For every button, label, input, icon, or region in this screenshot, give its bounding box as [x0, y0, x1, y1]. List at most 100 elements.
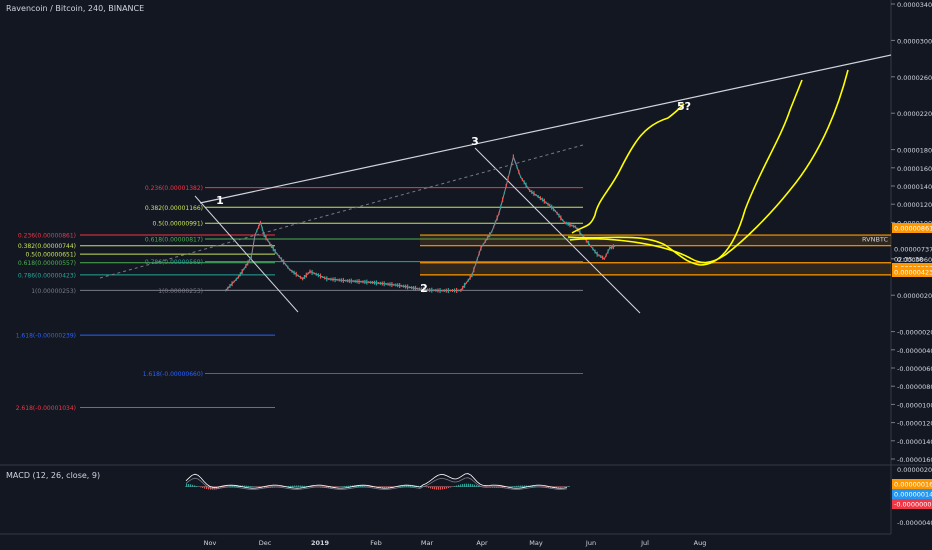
- candle: [579, 229, 581, 235]
- macd-histogram-bar: [302, 485, 304, 487]
- candle: [346, 279, 349, 283]
- projection-paths[interactable]: [567, 69, 849, 266]
- candle: [307, 272, 309, 275]
- macd-histogram-bar: [242, 485, 244, 487]
- macd-histogram-bar: [194, 485, 196, 487]
- macd-histogram-bar: [214, 486, 216, 490]
- candle: [439, 288, 441, 294]
- candle: [431, 287, 433, 293]
- candle: [231, 281, 233, 287]
- macd-histogram-bar: [476, 485, 478, 487]
- candle: [377, 282, 380, 285]
- macd-histogram-bar: [204, 486, 206, 489]
- fib-retracement-right[interactable]: 0.236(0.00001382) 0.382(0.00001166) 0.5(0.…: [143, 185, 583, 378]
- time-axis[interactable]: Nov Dec 2019 Feb Mar Apr May Jun Jul Aug: [204, 539, 707, 547]
- macd-histogram-bar: [206, 486, 208, 490]
- macd-histogram-bar: [402, 485, 404, 487]
- macd-histogram-bar: [382, 486, 384, 488]
- candle: [254, 234, 256, 237]
- trend-lines[interactable]: [99, 54, 892, 314]
- macd-histogram-bar: [372, 486, 374, 488]
- candle: [463, 282, 466, 288]
- candle: [410, 286, 413, 290]
- candle: [565, 221, 567, 225]
- macd-histogram-bar: [502, 486, 504, 488]
- support-zones[interactable]: [420, 234, 891, 276]
- fib-level-label: 1.618(-0.00000660): [143, 371, 203, 378]
- candle: [303, 275, 306, 279]
- wave-label: 3: [471, 135, 479, 148]
- downtrend-line-1: [194, 195, 299, 313]
- candle: [447, 288, 449, 294]
- symbol-title: Ravencoin / Bitcoin, 240, BINANCE: [6, 4, 145, 13]
- candle: [414, 285, 417, 291]
- fib-level-label: 2.618(-0.00001034): [16, 405, 76, 412]
- candle: [322, 276, 324, 278]
- macd-histogram-bar: [514, 486, 516, 487]
- candle: [391, 282, 393, 288]
- candle: [241, 269, 243, 275]
- macd-histogram-bar: [468, 483, 470, 487]
- candle: [247, 260, 249, 266]
- candle: [263, 233, 265, 238]
- candle: [280, 257, 283, 262]
- candle: [486, 236, 489, 241]
- candle: [416, 287, 419, 290]
- candle: [587, 240, 590, 246]
- candle: [330, 277, 332, 281]
- macd-histogram-bar: [432, 486, 434, 489]
- macd-histogram-bar: [288, 486, 290, 487]
- macd-histogram-bar: [186, 483, 188, 487]
- candle: [475, 263, 477, 266]
- macd-histogram-bar: [408, 485, 410, 487]
- candle: [552, 206, 555, 212]
- macd-histogram-bar: [362, 485, 364, 487]
- price-tick-label: -0.00000400: [897, 347, 932, 355]
- candle: [471, 273, 473, 278]
- candle: [381, 281, 383, 286]
- macd-histogram-bar: [456, 485, 458, 487]
- candle: [427, 288, 429, 292]
- macd-histogram-bar: [200, 486, 202, 488]
- fib-level-label: 0.5(0.00000651): [26, 252, 77, 259]
- fib-level-label: 0.236(0.00000861): [18, 233, 76, 240]
- candle: [340, 278, 342, 283]
- fib-level-label: 1.618(-0.00000239): [16, 333, 76, 340]
- macd-histogram-bar: [478, 485, 480, 487]
- candle: [243, 267, 245, 270]
- candle: [370, 280, 372, 284]
- candle: [502, 197, 504, 203]
- price-tag: 02:35:38: [894, 256, 923, 264]
- candle: [344, 279, 347, 282]
- macd-histogram-bar: [358, 485, 360, 487]
- candle: [399, 283, 401, 289]
- price-tag-bg: [892, 267, 932, 277]
- candle: [354, 279, 356, 283]
- macd-histogram-bar: [266, 486, 268, 488]
- macd-pane[interactable]: 0.00000200-0.00000200-0.000004000.000000…: [185, 466, 932, 527]
- candle: [265, 235, 267, 241]
- candle: [248, 259, 251, 262]
- candle: [291, 269, 293, 273]
- candle: [267, 239, 269, 242]
- macd-histogram-bar: [190, 484, 192, 487]
- macd-histogram-bar: [426, 486, 428, 488]
- macd-histogram-bar: [222, 486, 224, 488]
- candle: [405, 284, 407, 289]
- candle: [360, 280, 362, 283]
- candle: [600, 255, 602, 259]
- fib-retracement-left[interactable]: 0.236(0.00000861) 0.382(0.00000744) 0.5(0.…: [16, 233, 275, 412]
- candle: [498, 211, 500, 215]
- macd-histogram-bar: [464, 483, 466, 487]
- candle: [259, 220, 262, 224]
- price-tag: 0.00000737: [894, 246, 932, 254]
- fib-level-label: 0.786(0.00000569): [145, 259, 203, 266]
- candle: [368, 281, 370, 284]
- candle: [285, 263, 287, 266]
- candle: [581, 234, 583, 237]
- candle: [299, 275, 302, 279]
- candle: [537, 195, 539, 199]
- macd-histogram-bar: [192, 484, 194, 487]
- macd-histogram-bar: [304, 485, 306, 487]
